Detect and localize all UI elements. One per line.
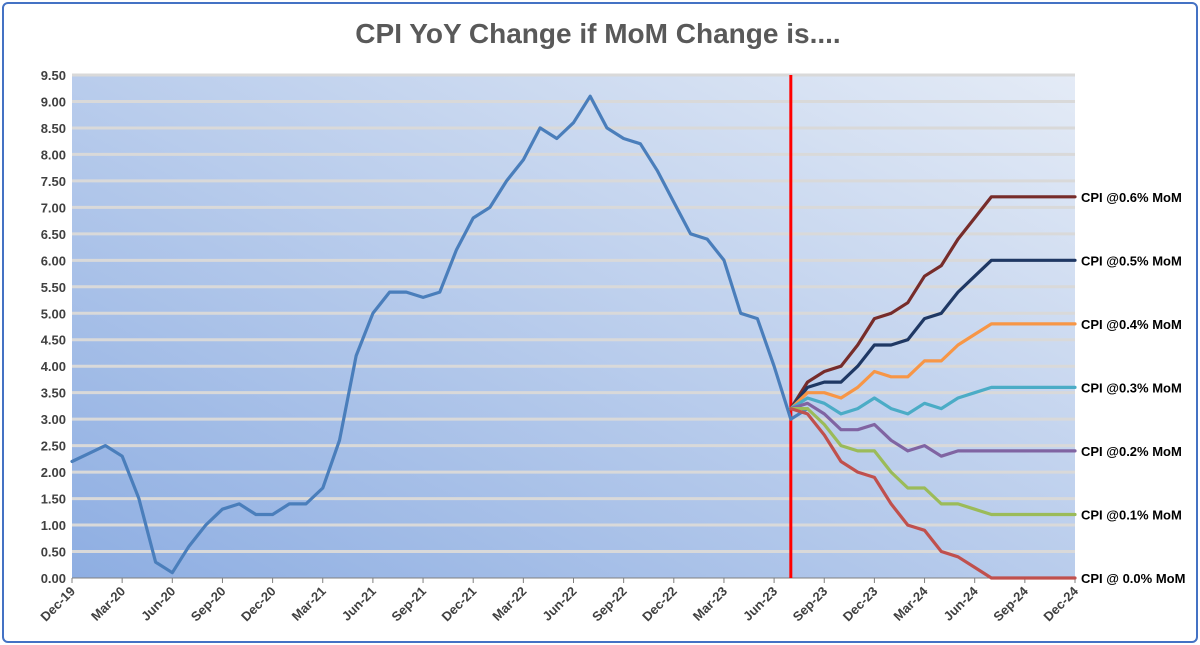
x-axis: Dec-19 Mar-20 Jun-20 Sep-20 Dec-20 Mar-21 Jun-… [37,577,1082,625]
series-line-historical [70,94,810,575]
y-tick-label: 9.00 [41,94,66,109]
y-tick-label: 8.00 [41,147,66,162]
y-tick-label: 0.00 [41,571,66,586]
series-line-cpi-0-3-mom [789,385,1077,416]
x-tick-label: Jun-24 [941,583,982,624]
series-line-cpi-0-4-mom [789,322,1077,411]
y-tick-label: 1.00 [41,518,66,533]
x-tick-label: Sep-24 [990,583,1031,624]
series-line-cpi-0-5-mom [789,258,1077,411]
y-tick-label: 3.50 [41,386,66,401]
series-line-cpi-0-6-mom [789,195,1077,411]
y-tick-label: 8.50 [41,121,66,136]
x-tick-label: Mar-20 [88,584,128,624]
x-tick-label: Jun-22 [539,584,579,624]
y-tick-label: 4.50 [41,333,66,348]
y-tick-label: 5.00 [41,306,66,321]
x-tick-label: Dec-24 [1040,583,1081,624]
x-tick-label: Mar-21 [289,584,329,624]
x-tick-label: Dec-20 [238,584,279,625]
x-tick-label: Mar-22 [489,584,529,624]
x-tick-label: Dec-21 [439,584,480,625]
gridlines [72,73,1075,554]
series-labels: CPI @0.6% MoM CPI @0.5% MoM CPI @0.4% MoM C… [1081,190,1185,586]
plot-area [72,75,1075,578]
series-label: CPI @0.3% MoM [1081,380,1182,395]
y-tick-label: 1.50 [41,492,66,507]
series-line-cpi-0-2-mom [789,401,1077,458]
y-tick-label: 7.50 [41,174,66,189]
x-tick-label: Mar-24 [890,583,931,624]
x-tick-label: Jun-20 [138,584,178,624]
y-tick-label: 2.50 [41,439,66,454]
x-tick-label: Sep-23 [790,584,831,625]
x-tick-label: Sep-21 [388,584,429,625]
x-tick-label: Dec-23 [840,584,881,625]
y-tick-label: 5.50 [41,280,66,295]
x-tick-label: Jun-23 [740,584,780,624]
y-tick-label: 3.00 [41,412,66,427]
series-label: CPI @0.4% MoM [1081,317,1182,332]
series-label: CPI @ 0.0% MoM [1081,571,1185,586]
series-label: CPI @0.6% MoM [1081,190,1182,205]
y-tick-label: 6.00 [41,253,66,268]
series-label: CPI @0.2% MoM [1081,444,1182,459]
y-tick-label: 9.50 [41,68,66,83]
series-label: CPI @0.1% MoM [1081,507,1182,522]
series-label: CPI @0.5% MoM [1081,253,1182,268]
x-tick-label: Sep-20 [188,584,229,625]
y-tick-label: 7.00 [41,200,66,215]
y-tick-label: 6.50 [41,227,66,242]
x-tick-label: Mar-23 [690,584,730,624]
series-line-cpi-0-0-mom [789,407,1077,580]
x-tick-label: Dec-22 [639,584,680,625]
x-tick-label: Jun-21 [339,584,379,624]
y-tick-label: 4.00 [41,359,66,374]
series-lines [70,94,1077,580]
y-tick-label: 0.50 [41,545,66,560]
x-tick-label: Sep-22 [589,584,630,625]
x-tick-label: Dec-19 [37,584,78,625]
y-tick-label: 2.00 [41,465,66,480]
chart-title: CPI YoY Change if MoM Change is.... [355,18,841,49]
series-line-cpi-0-1-mom [789,407,1077,517]
y-axis: 0.00 0.50 1.00 1.50 2.00 2.50 3.00 3.50 4.00 4.50… [41,68,66,586]
